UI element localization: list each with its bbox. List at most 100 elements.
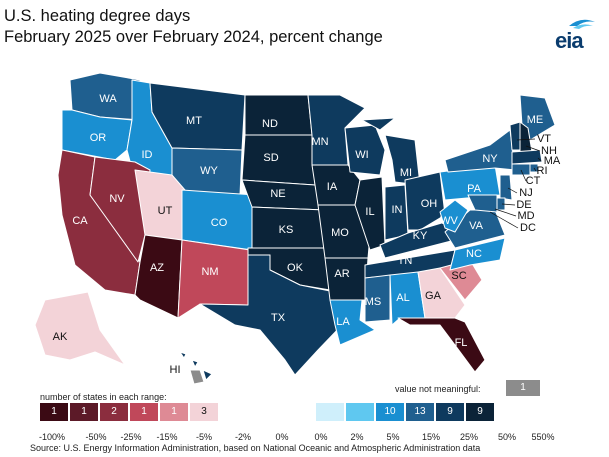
- label-IA: IA: [327, 181, 338, 193]
- not-meaningful-count: 1: [506, 380, 540, 396]
- label-DC: DC: [520, 222, 536, 234]
- tick-label: -25%: [120, 432, 142, 442]
- state-MD: [467, 194, 498, 213]
- label-OK: OK: [287, 262, 304, 274]
- leader-RI: [533, 167, 537, 172]
- label-CT: CT: [526, 175, 541, 187]
- label-MN: MN: [311, 136, 328, 148]
- label-KS: KS: [279, 224, 294, 236]
- label-LA: LA: [336, 316, 350, 328]
- source-note: Source: U.S. Energy Information Administ…: [30, 443, 481, 453]
- state-GA: [417, 267, 466, 319]
- label-CA: CA: [72, 215, 88, 227]
- leader-NH: [525, 145, 541, 152]
- label-NJ: NJ: [519, 187, 532, 199]
- state-CT: [511, 163, 531, 176]
- label-IL: IL: [365, 206, 374, 218]
- title-line-2: February 2025 over February 2024, percen…: [4, 28, 383, 46]
- label-AL: AL: [396, 292, 409, 304]
- tick-label: -100%: [38, 432, 66, 442]
- state-LA: [329, 299, 376, 346]
- label-ND: ND: [262, 118, 278, 130]
- legend-cell: 3: [190, 403, 218, 421]
- state-WI: [344, 124, 386, 176]
- label-MT: MT: [186, 115, 202, 127]
- state-AK: [34, 291, 126, 366]
- state-NC: [449, 237, 506, 271]
- eia-logo-text: eia: [555, 28, 584, 53]
- label-TX: TX: [271, 312, 286, 324]
- legend-positive: 10 13 9 9: [316, 403, 496, 421]
- tick-label: -2%: [234, 432, 252, 442]
- tick-label: -15%: [156, 432, 178, 442]
- tick-label: -5%: [195, 432, 213, 442]
- tick-label: -50%: [85, 432, 107, 442]
- leader-DE: [501, 203, 516, 206]
- tick-label: 550%: [531, 432, 555, 442]
- state-MA: [511, 149, 543, 165]
- label-ME: ME: [527, 114, 544, 126]
- label-MA: MA: [544, 155, 561, 167]
- label-MD: MD: [517, 210, 534, 222]
- tick-label: 15%: [421, 432, 441, 442]
- label-PA: PA: [467, 183, 482, 195]
- label-NV: NV: [109, 193, 125, 205]
- tick-label: 25%: [459, 432, 479, 442]
- label-RI: RI: [537, 165, 548, 177]
- state-HI: [179, 351, 213, 381]
- not-meaningful-label: value not meaningful:: [395, 384, 481, 394]
- label-WI: WI: [355, 149, 368, 161]
- eia-logo-icon: [569, 19, 595, 29]
- leader-DC: [489, 211, 519, 229]
- label-AR: AR: [334, 268, 349, 280]
- tick-label: 50%: [497, 432, 517, 442]
- eia-logo: eia: [555, 14, 601, 54]
- state-VT: [509, 121, 521, 151]
- label-NM: NM: [201, 266, 218, 278]
- leader-CT: [520, 169, 527, 182]
- label-SD: SD: [263, 152, 278, 164]
- label-MO: MO: [331, 227, 349, 239]
- state-IL: [354, 176, 386, 251]
- legend-cell: 10: [376, 403, 404, 421]
- leader-NJ: [507, 187, 518, 194]
- tick-label: 5%: [386, 432, 400, 442]
- state-TX: [199, 254, 343, 376]
- label-UT: UT: [158, 205, 173, 217]
- legend-cell: 2: [100, 403, 128, 421]
- legend-cell: 1: [70, 403, 98, 421]
- legend-header: number of states in each range:: [40, 392, 167, 402]
- legend-cell: 9: [466, 403, 494, 421]
- tick-label: 2%: [350, 432, 364, 442]
- label-NC: NC: [466, 248, 482, 260]
- label-AZ: AZ: [150, 262, 164, 274]
- label-FL: FL: [455, 337, 468, 349]
- leader-MD: [494, 208, 517, 217]
- label-OH: OH: [421, 198, 438, 210]
- legend-cell: 13: [406, 403, 434, 421]
- state-HI-big: [189, 369, 205, 385]
- label-WV: WV: [440, 215, 458, 227]
- label-NE: NE: [270, 188, 285, 200]
- leader-MA: [537, 157, 542, 162]
- label-MS: MS: [365, 296, 382, 308]
- leader-VT: [516, 138, 536, 141]
- tick-label: 0%: [275, 432, 289, 442]
- label-TN: TN: [398, 255, 413, 267]
- state-WV: [439, 199, 469, 233]
- legend-cell: 1: [40, 403, 68, 421]
- label-SC: SC: [451, 270, 466, 282]
- label-ID: ID: [142, 149, 153, 161]
- legend-cell: 9: [436, 403, 464, 421]
- state-MS: [364, 274, 391, 323]
- legend-cell: 1: [130, 403, 158, 421]
- legend-cell: [316, 403, 344, 421]
- label-NH: NH: [541, 145, 557, 157]
- state-NJ: [499, 174, 513, 201]
- state-NY: [444, 129, 516, 173]
- label-AK: AK: [53, 331, 68, 343]
- label-OR: OR: [90, 132, 107, 144]
- state-MN: [307, 94, 366, 166]
- label-WY: WY: [200, 165, 218, 177]
